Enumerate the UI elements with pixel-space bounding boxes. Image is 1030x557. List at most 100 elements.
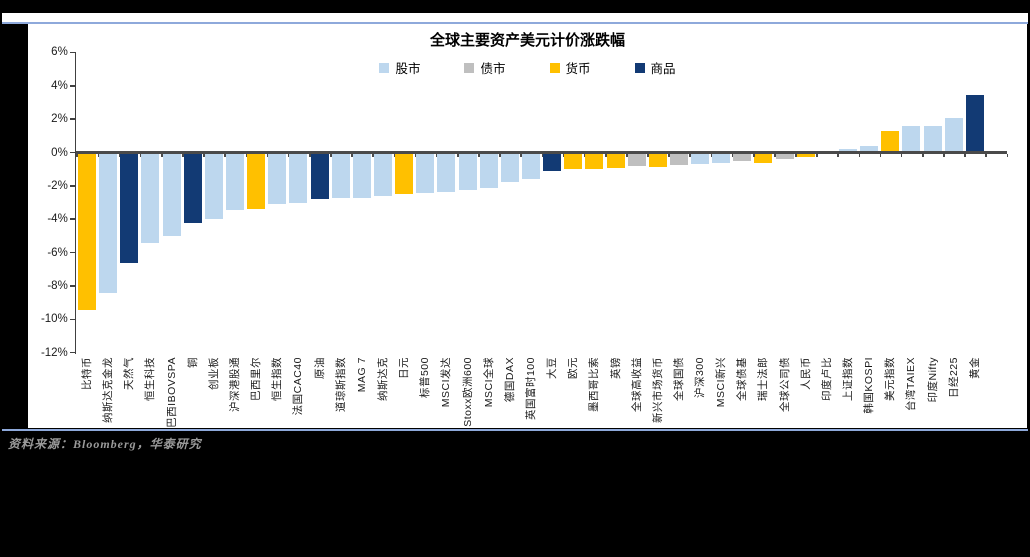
legend-item: 债市 — [464, 58, 506, 77]
x-axis-label: 沪深港股通 — [228, 357, 241, 412]
x-axis-label: 道琼斯指数 — [334, 357, 347, 412]
x-axis-label: MSCI发达 — [440, 357, 453, 408]
bar — [712, 152, 731, 163]
legend-swatch — [379, 62, 390, 73]
bar — [120, 152, 139, 263]
bottom-divider-line — [2, 428, 1028, 431]
x-axis-zero-line — [76, 151, 1007, 154]
bar — [669, 152, 688, 165]
bar — [141, 152, 160, 244]
x-axis-label: MSCI新兴 — [715, 357, 728, 408]
zero-axis-tick — [139, 153, 142, 158]
bar — [796, 152, 815, 158]
x-axis-label: 日经225 — [947, 357, 960, 399]
bar — [648, 152, 667, 167]
zero-axis-tick — [351, 153, 353, 158]
y-tick-mark — [69, 185, 75, 187]
bar — [225, 152, 244, 211]
x-axis-label: 原油 — [313, 357, 326, 379]
bar — [416, 152, 435, 194]
legend-swatch — [549, 62, 560, 73]
legend-swatch — [634, 62, 645, 73]
zero-axis-tick — [710, 153, 713, 158]
zero-axis-tick — [393, 153, 396, 158]
y-tick-mark — [69, 351, 75, 354]
x-axis-label: MSCI全球 — [482, 357, 495, 408]
x-axis-label: 巴西IBOVSPA — [165, 357, 178, 428]
x-axis-label: MAG 7 — [355, 357, 368, 393]
x-axis-label: 新兴市场货币 — [651, 357, 664, 423]
zero-axis-tick — [943, 153, 945, 158]
zero-axis-tick — [562, 153, 565, 158]
zero-axis-tick — [76, 153, 79, 158]
zero-axis-tick — [922, 153, 924, 158]
bar — [437, 152, 456, 192]
bar — [606, 152, 625, 168]
source-note: 资料来源：Bloomberg，华泰研究 — [8, 437, 202, 451]
x-axis-label: Stoxx欧洲600 — [461, 357, 474, 427]
bar — [247, 152, 266, 210]
chart-legend: 股市 债市 货币 商品 — [28, 58, 1027, 77]
zero-axis-tick — [668, 153, 670, 158]
y-tick-label: -4% — [47, 213, 68, 226]
bar — [310, 152, 329, 200]
x-axis-label: 黄金 — [968, 357, 981, 379]
zero-axis-tick — [900, 153, 903, 158]
bar — [733, 152, 752, 161]
y-tick-mark — [69, 84, 75, 87]
zero-axis-tick — [752, 153, 755, 158]
x-axis-label: 大豆 — [546, 357, 559, 379]
x-axis-label: 墨西哥比索 — [588, 357, 601, 412]
bar — [564, 152, 583, 170]
y-tick-label: 0% — [51, 146, 68, 159]
zero-axis-tick — [435, 153, 438, 158]
bar — [289, 152, 308, 203]
legend-item: 股市 — [379, 58, 420, 77]
zero-axis-tick — [604, 153, 607, 158]
x-axis-label: 全球国债 — [672, 357, 685, 401]
bar — [965, 94, 984, 153]
zero-axis-tick — [266, 153, 269, 158]
y-tick-label: 6% — [51, 46, 68, 59]
x-axis-label: 纳斯达克 — [376, 357, 389, 401]
bar — [99, 152, 118, 293]
x-axis-label: 欧元 — [567, 357, 580, 379]
zero-axis-tick — [160, 153, 163, 158]
bar — [183, 152, 202, 223]
x-axis-label: 沪深300 — [694, 357, 707, 399]
zero-axis-tick — [414, 153, 417, 158]
bar — [902, 125, 921, 153]
bar — [754, 152, 773, 163]
zero-axis-tick — [541, 153, 544, 158]
bar — [500, 152, 519, 182]
x-axis-label: 天然气 — [123, 357, 136, 390]
y-tick-mark — [69, 218, 75, 220]
zero-axis-tick — [647, 153, 649, 158]
bar — [775, 152, 794, 160]
legend-label: 货币 — [565, 62, 591, 76]
bar — [162, 152, 181, 236]
chart-title: 全球主要资产美元计价涨跌幅 — [429, 33, 625, 49]
y-tick-label: -10% — [40, 313, 68, 326]
y-tick-label: -12% — [40, 346, 68, 359]
y-tick-mark — [69, 285, 75, 287]
bar — [352, 152, 371, 198]
x-axis-label: 美元指数 — [884, 357, 897, 401]
bar — [627, 152, 646, 166]
zero-axis-tick — [287, 153, 290, 158]
y-tick-mark — [69, 151, 75, 154]
x-axis-label: 创业板 — [207, 357, 220, 390]
zero-axis-tick — [774, 153, 776, 158]
zero-axis-tick — [816, 153, 818, 158]
chart-panel — [28, 24, 1027, 428]
bar — [839, 149, 858, 153]
y-tick-label: -8% — [47, 279, 68, 292]
zero-axis-tick — [203, 153, 205, 158]
zero-axis-tick — [837, 153, 840, 158]
zero-axis-tick — [118, 153, 121, 158]
zero-axis-tick — [499, 153, 501, 158]
zero-axis-tick — [224, 153, 226, 158]
x-axis-label: 英国富时100 — [524, 357, 537, 421]
zero-axis-tick — [879, 153, 882, 158]
zero-axis-tick — [858, 153, 861, 158]
